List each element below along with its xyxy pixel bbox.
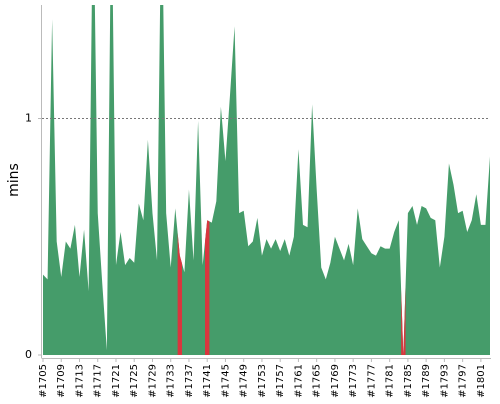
x-tick-label: #1785 [403, 364, 414, 398]
y-tick-label: 0 [25, 348, 32, 361]
x-tick-label: #1721 [111, 364, 122, 398]
x-tick-label: #1749 [239, 364, 250, 398]
area [43, 5, 490, 355]
x-tick-label: #1709 [56, 364, 67, 398]
x-tick-label: #1737 [184, 364, 195, 398]
x-tick-label: #1793 [439, 364, 450, 398]
x-tick-label: #1705 [38, 364, 49, 398]
x-tick-label: #1765 [312, 364, 323, 398]
x-tick-label: #1777 [366, 364, 377, 398]
x-tick-label: #1781 [385, 364, 396, 398]
failed-build [177, 232, 183, 355]
x-tick-label: #1741 [202, 364, 213, 398]
y-tick-label: 1 [25, 112, 32, 125]
x-tick-label: #1733 [166, 364, 177, 398]
x-tick-label: #1773 [348, 364, 359, 398]
plot-area [43, 5, 490, 355]
x-tick-label: #1797 [458, 364, 469, 398]
x-tick-label: #1713 [74, 364, 85, 398]
x-tick-label: #1725 [129, 364, 140, 398]
x-tick-label: #1745 [220, 364, 231, 398]
x-tick-label: #1757 [275, 364, 286, 398]
x-tick-label: #1801 [476, 364, 487, 398]
x-tick-label: #1769 [330, 364, 341, 398]
y-axis-label: mins [6, 163, 22, 197]
x-tick-label: #1729 [147, 364, 158, 398]
x-tick-label: #1753 [257, 364, 268, 398]
x-tick-label: #1761 [293, 364, 304, 398]
x-tick-label: #1717 [93, 364, 104, 398]
x-tick-label: #1789 [421, 364, 432, 398]
failed-build [205, 220, 210, 355]
failed-build [401, 286, 406, 355]
